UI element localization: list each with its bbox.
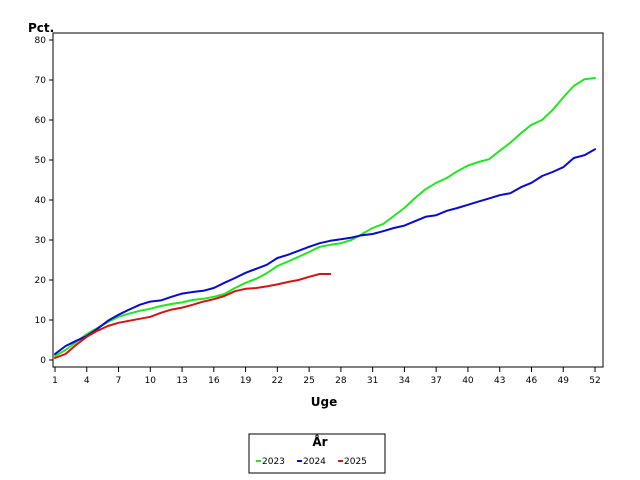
x-tick-label: 13 bbox=[176, 376, 187, 386]
y-tick-label: 60 bbox=[35, 116, 47, 126]
legend-title: År bbox=[312, 434, 327, 449]
x-tick-label: 25 bbox=[303, 376, 314, 386]
x-tick-label: 16 bbox=[208, 376, 220, 386]
legend-label-2024: 2024 bbox=[303, 457, 326, 467]
x-tick-label: 1 bbox=[52, 376, 58, 386]
y-tick-label: 30 bbox=[35, 236, 47, 246]
x-axis-title: Uge bbox=[311, 395, 337, 409]
plot-frame bbox=[52, 32, 604, 368]
y-tick-label: 50 bbox=[35, 156, 47, 166]
x-tick-label: 7 bbox=[116, 376, 122, 386]
y-axis-title: Pct. bbox=[28, 21, 54, 35]
y-axis: 0 10 20 30 40 50 60 70 80 bbox=[35, 36, 53, 366]
y-tick-label: 20 bbox=[35, 276, 47, 286]
x-tick-label: 49 bbox=[558, 376, 570, 386]
x-tick-label: 52 bbox=[589, 376, 600, 386]
series-line-2025 bbox=[54, 273, 332, 359]
legend-items: 2023 2024 2025 bbox=[256, 457, 367, 467]
x-tick-label: 4 bbox=[84, 376, 90, 386]
y-tick-label: 40 bbox=[35, 196, 47, 206]
x-tick-label: 22 bbox=[272, 376, 283, 386]
series-line-2024 bbox=[54, 148, 596, 355]
legend-label-2025: 2025 bbox=[344, 457, 367, 467]
legend-label-2023: 2023 bbox=[262, 457, 285, 467]
x-tick-label: 28 bbox=[335, 376, 347, 386]
y-tick-label: 0 bbox=[40, 356, 46, 366]
x-tick-label: 19 bbox=[240, 376, 252, 386]
legend: År 2023 2024 2025 bbox=[248, 433, 386, 474]
series-line-2023 bbox=[54, 77, 596, 357]
y-tick-label: 70 bbox=[35, 76, 47, 86]
x-tick-label: 40 bbox=[462, 376, 474, 386]
y-tick-label: 10 bbox=[35, 316, 47, 326]
x-tick-label: 37 bbox=[430, 376, 441, 386]
x-tick-label: 31 bbox=[367, 376, 378, 386]
x-tick-label: 46 bbox=[526, 376, 538, 386]
series-layer bbox=[54, 77, 596, 359]
legend-box bbox=[248, 433, 386, 474]
y-tick-label: 80 bbox=[35, 36, 47, 46]
x-tick-label: 10 bbox=[145, 376, 157, 386]
x-axis: 1 4 7 10 13 16 19 22 25 28 31 34 37 40 43 46 49 52 bbox=[52, 367, 601, 386]
x-tick-label: 43 bbox=[494, 376, 505, 386]
x-tick-label: 34 bbox=[399, 376, 411, 386]
